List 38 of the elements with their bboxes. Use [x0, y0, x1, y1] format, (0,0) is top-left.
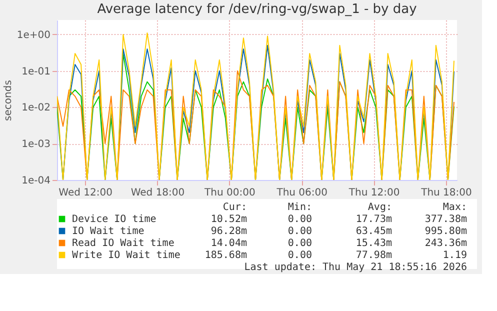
- chart-title: Average latency for /dev/ring-vg/swap_1 - by day: [97, 2, 418, 17]
- text: 96.28m: [210, 226, 247, 237]
- text: 377.38m: [424, 214, 467, 225]
- legend-label: Write IO Wait time: [72, 250, 180, 261]
- text: 1.19: [442, 250, 467, 261]
- text: 17.73m: [356, 214, 392, 225]
- text: Avg:: [368, 202, 392, 213]
- y-tick-label: 1e-03: [22, 139, 50, 150]
- text: 995.80m: [424, 226, 467, 237]
- x-tick-label: Thu 18:00: [420, 188, 472, 198]
- text: 243.36m: [424, 238, 467, 249]
- legend-label: Device IO time: [72, 214, 156, 225]
- text: 63.45m: [356, 226, 392, 237]
- text: 15.43m: [356, 238, 392, 249]
- x-tick-label: Thu 06:00: [276, 188, 328, 198]
- y-tick-label: 1e-01: [22, 66, 50, 78]
- legend-label: Read IO Wait time: [72, 238, 174, 249]
- text: 185.68m: [204, 250, 247, 261]
- y-tick-label: 1e+00: [16, 30, 50, 41]
- text: 0.00: [288, 250, 312, 261]
- text: Last update: Thu May 21 18:55:16 2026: [244, 262, 467, 273]
- text: Min:: [288, 202, 312, 213]
- x-tick-label: Wed 12:00: [58, 188, 112, 198]
- text: 0.00: [288, 238, 312, 249]
- text: Max:: [442, 202, 467, 213]
- text: 77.98m: [356, 250, 392, 261]
- y-tick-label: 1e-02: [22, 102, 50, 114]
- x-tick-label: Thu 12:00: [348, 188, 400, 198]
- legend-label: IO Wait time: [72, 226, 144, 237]
- text: 0.00: [288, 214, 312, 225]
- y-axis-title: seconds: [2, 80, 14, 121]
- x-tick-label: Wed 18:00: [130, 188, 185, 198]
- text: 0.00: [288, 226, 312, 237]
- y-tick-label: 1e-04: [22, 176, 50, 186]
- text: 14.04m: [210, 238, 247, 249]
- text: 10.52m: [210, 214, 247, 225]
- text: Cur:: [222, 202, 247, 213]
- x-tick-label: Thu 00:00: [204, 188, 256, 198]
